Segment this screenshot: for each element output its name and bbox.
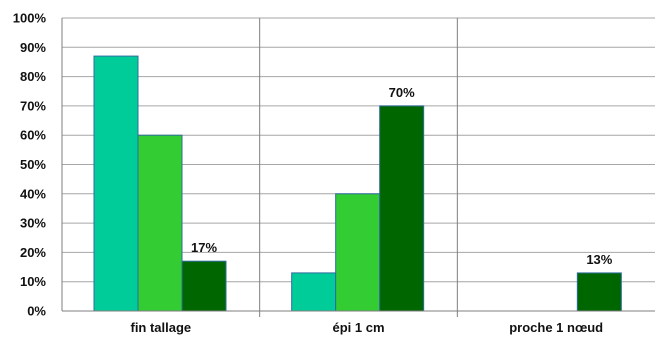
x-category-label: épi 1 cm	[332, 320, 384, 335]
x-axis: fin tallage épi 1 cm proche 1 nœud	[62, 18, 655, 335]
x-category-label: proche 1 nœud	[509, 320, 603, 335]
y-tick-label: 100%	[13, 11, 47, 26]
y-tick-label: 70%	[20, 98, 46, 113]
bar	[576, 272, 622, 312]
y-tick-label: 20%	[20, 245, 46, 260]
y-tick-label: 60%	[20, 128, 46, 143]
bar	[335, 193, 381, 312]
bar	[181, 260, 227, 312]
bars	[93, 55, 622, 312]
data-label: 17%	[191, 240, 217, 255]
x-category-label: fin tallage	[130, 320, 191, 335]
data-labels: 17% 70% 13%	[191, 85, 613, 267]
y-tick-label: 50%	[20, 157, 46, 172]
y-tick-label: 90%	[20, 40, 46, 55]
bar	[291, 272, 337, 312]
y-tick-label: 0%	[27, 304, 46, 319]
y-tick-label: 10%	[20, 274, 46, 289]
bar	[137, 134, 183, 312]
y-axis: 0% 10% 20% 30% 40% 50% 60% 70% 80% 90% 100%	[13, 11, 63, 319]
y-tick-label: 30%	[20, 216, 46, 231]
bar	[379, 105, 425, 312]
y-tick-label: 40%	[20, 186, 46, 201]
bar	[93, 55, 139, 312]
data-label: 70%	[389, 85, 415, 100]
y-tick-label: 80%	[20, 69, 46, 84]
data-label: 13%	[586, 252, 612, 267]
